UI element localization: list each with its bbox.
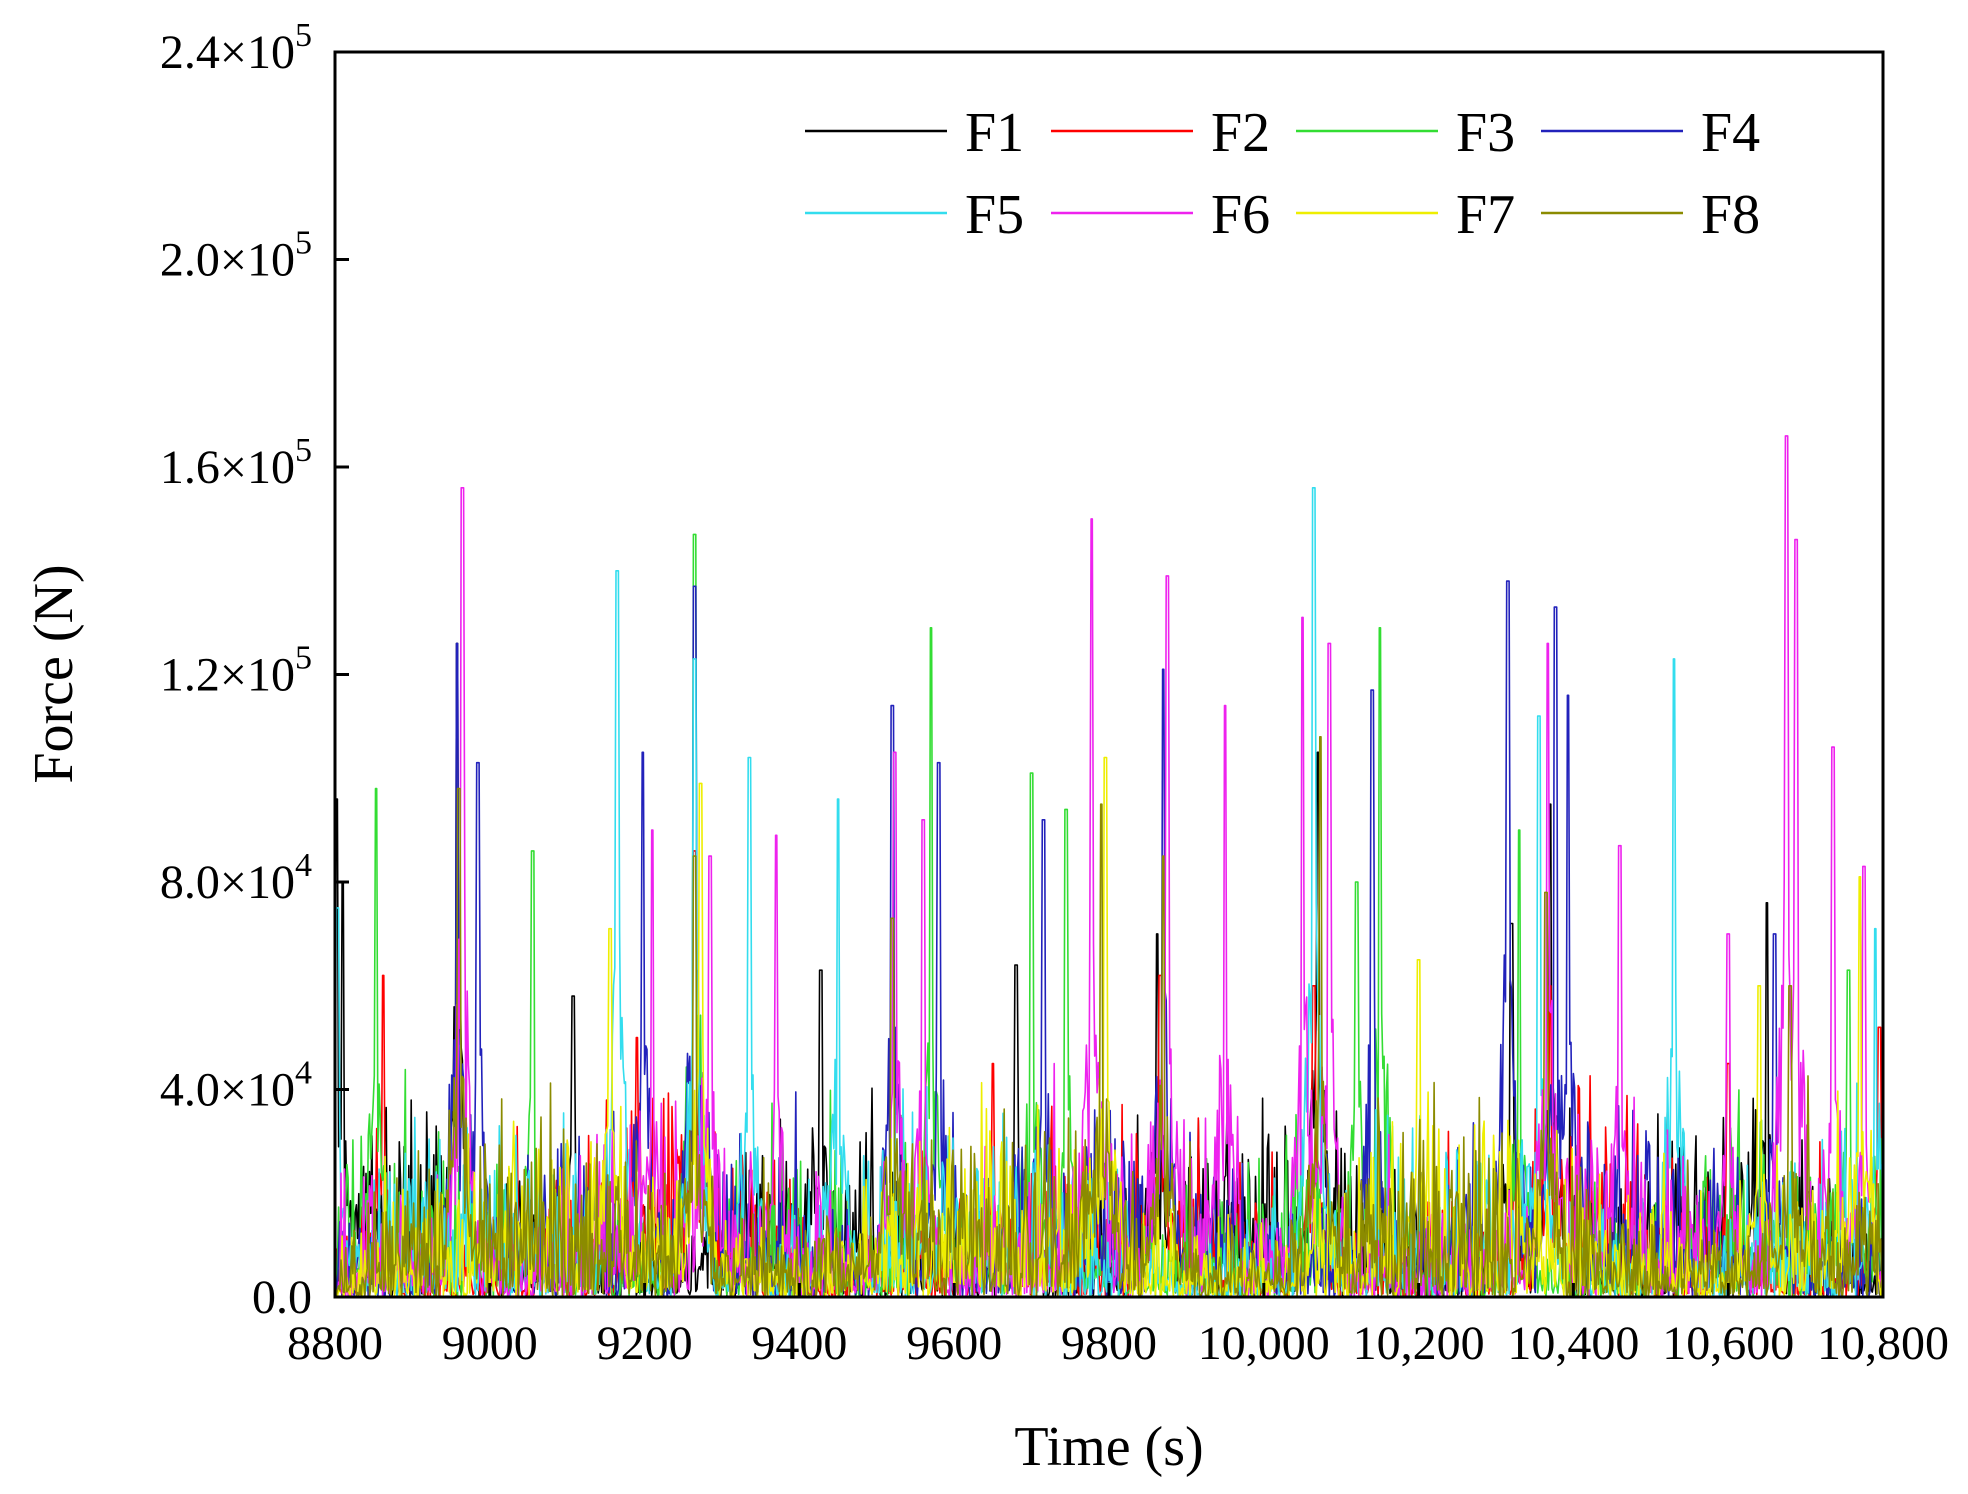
legend-item-f5: F5: [805, 184, 1024, 246]
x-tick-label: 10,200: [1353, 1317, 1485, 1370]
x-tick-label: 8800: [287, 1317, 383, 1370]
legend-label: F7: [1456, 184, 1515, 246]
x-axis-title: Time (s): [1014, 1416, 1203, 1478]
legend-item-f7: F7: [1296, 184, 1515, 246]
y-tick-label: 0.0: [252, 1271, 312, 1324]
legend-item-f1: F1: [805, 102, 1024, 164]
x-tick-label: 10,800: [1817, 1317, 1949, 1370]
legend-item-f3: F3: [1296, 102, 1515, 164]
y-tick-label: 8.0×104: [160, 847, 312, 909]
series-line-f7: [334, 756, 1884, 1298]
legend-label: F5: [965, 184, 1024, 246]
legend-label: F6: [1211, 184, 1270, 246]
legend-item-f6: F6: [1051, 184, 1270, 246]
legend-label: F3: [1456, 102, 1515, 164]
legend-item-f2: F2: [1051, 102, 1270, 164]
legend-label: F4: [1701, 102, 1760, 164]
y-tick-label: 2.4×105: [160, 17, 312, 79]
y-axis-title: Force (N): [23, 564, 85, 783]
x-tick-label: 10,600: [1662, 1317, 1794, 1370]
legend-label: F8: [1701, 184, 1760, 246]
x-tick-label: 9800: [1061, 1317, 1157, 1370]
legend-item-f8: F8: [1541, 184, 1760, 246]
tick-layer: 8800 9000 9200 9400 9600 9800 10,000 10,200 10,4…: [160, 17, 1949, 1370]
legend-item-f4: F4: [1541, 102, 1760, 164]
x-tick-label: 9000: [442, 1317, 538, 1370]
y-tick-label: 1.2×105: [160, 640, 312, 702]
x-tick-label: 9400: [751, 1317, 847, 1370]
y-tick-label: 1.6×105: [160, 432, 312, 494]
legend-label: F1: [965, 102, 1024, 164]
x-tick-label: 10,400: [1507, 1317, 1639, 1370]
x-tick-label: 9200: [597, 1317, 693, 1370]
series-layer: [334, 435, 1884, 1298]
y-tick-label: 2.0×105: [160, 225, 312, 287]
y-tick-label: 4.0×104: [160, 1055, 312, 1117]
legend: F1 F2 F3 F4 F5 F6 F7 F8: [805, 102, 1760, 246]
series-line-f8: [334, 735, 1884, 1298]
x-tick-label: 9600: [906, 1317, 1002, 1370]
x-tick-label: 10,000: [1198, 1317, 1330, 1370]
legend-label: F2: [1211, 102, 1270, 164]
